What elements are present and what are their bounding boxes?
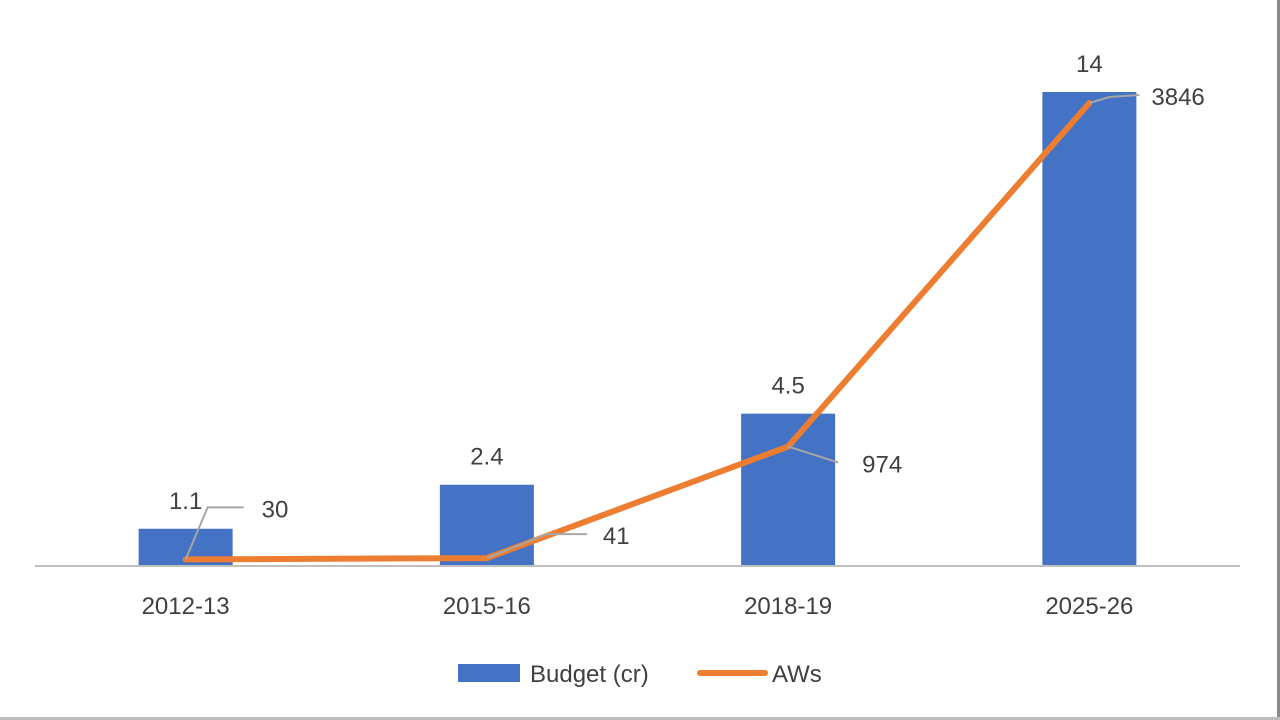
line-label-2018-19: 974 [862,452,902,479]
x-tick-2015-16: 2015-16 [443,593,531,620]
bar-2025-26 [1042,92,1137,566]
data-labels-group: 1.1 2.4 4.5 14 30 41 974 3846 [169,51,1205,560]
legend: Budget (cr) AWs [458,661,822,688]
bar-2015-16 [439,484,534,566]
bottom-edge-border [0,717,1280,720]
leader-line-2012-13 [184,506,244,560]
x-tick-2025-26: 2025-26 [1045,593,1133,620]
bar-label-2015-16: 2.4 [470,444,503,471]
leader-line-2015-16 [486,533,587,560]
legend-budget-label: Budget (cr) [530,661,649,688]
leader-line-2018-19 [787,445,839,464]
legend-aws-label: AWs [772,661,822,688]
aws-line-group [182,100,1093,563]
bar-label-2025-26: 14 [1076,51,1103,78]
budget-bars-group [138,92,1137,566]
right-edge-border [1277,0,1280,720]
x-tick-2012-13: 2012-13 [142,593,230,620]
leader-line-2025-26 [1089,94,1140,104]
aws-line [182,100,1093,563]
x-tick-labels: 2012-13 2015-16 2018-19 2025-26 [142,593,1134,620]
bar-label-2018-19: 4.5 [771,373,804,400]
line-label-2015-16: 41 [603,523,630,550]
bar-label-2012-13: 1.1 [169,488,202,515]
bar-2018-19 [741,413,836,566]
x-tick-2018-19: 2018-19 [744,593,832,620]
legend-budget-swatch [458,664,520,682]
line-label-2012-13: 30 [262,496,289,523]
line-label-2025-26: 3846 [1151,84,1204,111]
